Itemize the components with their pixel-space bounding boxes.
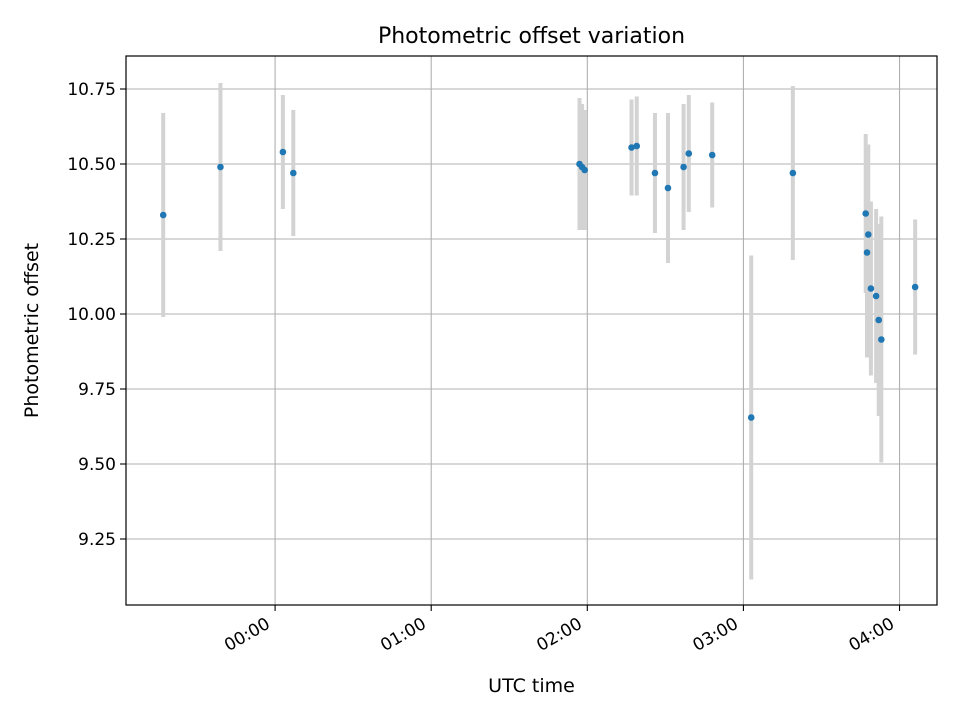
plot-frame [125, 55, 938, 606]
data-point [878, 336, 885, 343]
data-point [581, 166, 589, 174]
data-point [865, 231, 872, 238]
data-point [708, 151, 716, 159]
y-tick-label: 10.25 [67, 230, 116, 250]
data-point [862, 210, 870, 217]
data-point [664, 184, 672, 192]
y-tick-label: 10.00 [67, 305, 116, 325]
data-point [911, 283, 919, 291]
y-tick-label: 9.25 [78, 530, 116, 550]
grid-lines [126, 56, 937, 605]
data-point [217, 163, 224, 171]
data-point [680, 163, 687, 171]
data-point [875, 316, 883, 324]
data-point [863, 249, 871, 256]
y-tick-label: 10.50 [67, 155, 116, 175]
data-point [867, 285, 875, 292]
data-point [872, 292, 880, 300]
y-tick-label: 9.75 [78, 380, 116, 400]
chart-title: Photometric offset variation [378, 24, 685, 49]
data-point [628, 144, 635, 151]
data-point [289, 169, 297, 177]
data-point [633, 142, 641, 150]
y-tick-label: 10.75 [67, 80, 116, 100]
y-tick-label: 9.50 [78, 455, 116, 475]
x-axis-label: UTC time [488, 675, 575, 697]
data-point [279, 148, 287, 156]
data-points [159, 142, 919, 421]
data-point [789, 169, 797, 177]
data-point [685, 150, 693, 157]
data-point [747, 414, 755, 421]
y-axis-label: Photometric offset [21, 243, 43, 418]
y-axis-ticks: 9.25 9.50 9.75 10.00 10.25 10.50 10.75 [67, 80, 126, 550]
data-point [159, 211, 167, 219]
data-point [651, 169, 659, 177]
